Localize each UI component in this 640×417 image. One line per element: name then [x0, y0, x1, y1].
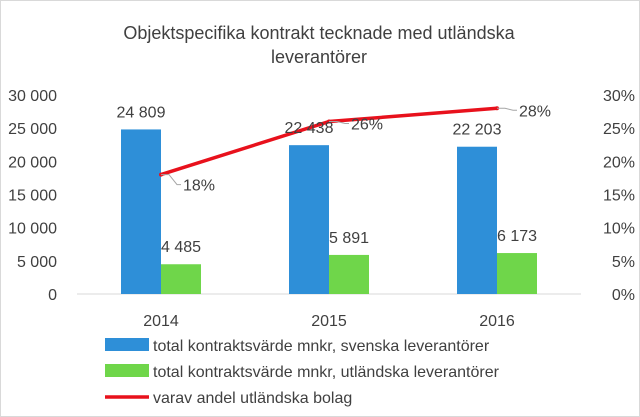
right-axis: 0% 5% 10% 15% 20% 25% 30% — [603, 88, 635, 304]
right-tick-label: 0% — [612, 287, 635, 304]
right-tick-label: 30% — [603, 88, 635, 105]
line-label-leader — [161, 174, 181, 186]
right-tick-label: 15% — [603, 188, 635, 205]
left-tick-label: 0 — [48, 287, 57, 304]
legend: total kontraktsvärde mnkr, svenska lever… — [105, 338, 500, 407]
bar-svenska-2014 — [121, 129, 161, 294]
legend-label: total kontraktsvärde mnkr, utländska lev… — [153, 364, 500, 381]
left-axis: 0 5 000 10 000 15 000 20 000 25 000 30 000 — [8, 88, 57, 304]
left-tick-label: 10 000 — [8, 221, 57, 238]
bar-utlandska-2014 — [161, 264, 201, 294]
line-series — [159, 106, 517, 186]
bar-svenska-2016 — [457, 146, 497, 294]
bar-svenska-2015 — [289, 145, 329, 294]
line-value-label: 28% — [519, 103, 551, 120]
left-tick-label: 20 000 — [8, 154, 57, 171]
line-label-leader — [329, 121, 349, 125]
x-tick-label: 2014 — [143, 313, 179, 330]
bar-utlandska-2015 — [329, 254, 369, 294]
right-tick-label: 5% — [612, 254, 635, 271]
x-tick-label: 2016 — [479, 313, 515, 330]
chart-title-line-1: Objektspecifika kontrakt tecknade med ut… — [123, 23, 515, 43]
right-tick-label: 25% — [603, 121, 635, 138]
x-tick-label: 2015 — [311, 313, 347, 330]
left-tick-label: 5 000 — [17, 254, 57, 271]
left-tick-label: 25 000 — [8, 121, 57, 138]
bar-value-label: 5 891 — [329, 230, 369, 247]
data-labels: 24 809 22 438 22 203 4 485 5 891 6 173 18% 26% 2… — [117, 103, 552, 256]
line-label-leader — [497, 107, 517, 111]
bar-value-label: 22 438 — [285, 120, 334, 137]
bars — [121, 129, 537, 294]
bar-value-label: 24 809 — [117, 104, 166, 121]
line-value-label: 18% — [183, 178, 215, 195]
legend-swatch — [105, 364, 149, 377]
bar-value-label: 22 203 — [453, 122, 502, 139]
bar-value-label: 6 173 — [497, 228, 537, 245]
left-tick-label: 30 000 — [8, 88, 57, 105]
bar-utlandska-2016 — [497, 253, 537, 294]
legend-label: varav andel utländska bolag — [153, 390, 352, 407]
line-value-label: 26% — [351, 117, 383, 134]
legend-swatch — [105, 338, 149, 351]
right-tick-label: 10% — [603, 221, 635, 238]
bar-value-label: 4 485 — [161, 239, 201, 256]
legend-label: total kontraktsvärde mnkr, svenska lever… — [153, 338, 490, 355]
left-tick-label: 15 000 — [8, 188, 57, 205]
chart-title-line-2: leverantörer — [271, 47, 367, 67]
chart-title: Objektspecifika kontrakt tecknade med ut… — [123, 23, 515, 67]
right-tick-label: 20% — [603, 154, 635, 171]
x-axis: 2014 2015 2016 — [77, 293, 581, 330]
